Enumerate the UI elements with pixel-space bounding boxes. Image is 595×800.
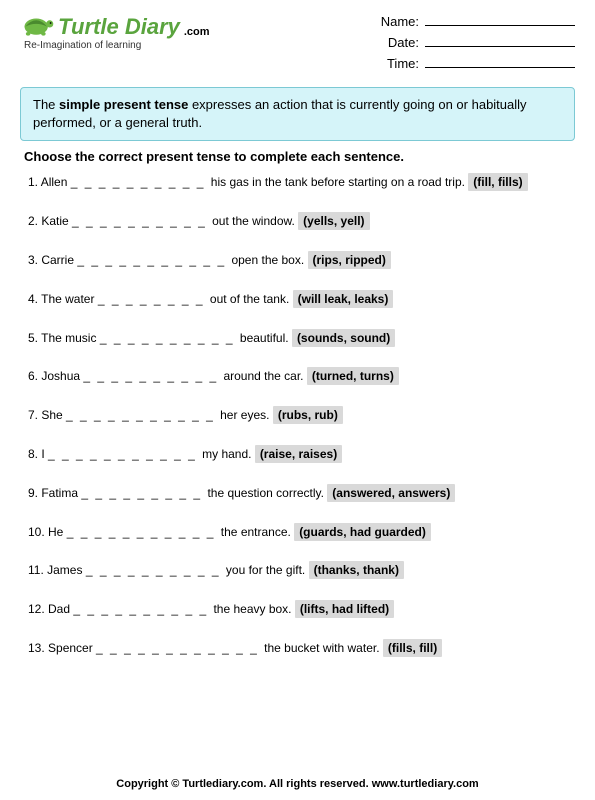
choices: (turned, turns): [307, 367, 399, 385]
question-number: 9.: [28, 486, 41, 500]
question-number: 12.: [28, 602, 48, 616]
header: Turtle Diary .com Re-Imagination of lear…: [0, 0, 595, 75]
logo-dotcom: .com: [184, 26, 210, 38]
footer: Copyright © Turtlediary.com. All rights …: [0, 778, 595, 790]
question-row: 9. Fatima _ _ _ _ _ _ _ _ _ the question…: [28, 485, 573, 502]
time-label: Time:: [387, 56, 419, 71]
definition-box: The simple present tense expresses an ac…: [20, 87, 575, 141]
question-number: 2.: [28, 214, 41, 228]
question-number: 13.: [28, 641, 48, 655]
blank-field[interactable]: _ _ _ _ _ _ _ _ _ _ _: [66, 408, 220, 422]
question-pre: She: [41, 408, 66, 422]
name-field[interactable]: [425, 12, 575, 26]
question-pre: Dad: [48, 602, 73, 616]
blank-field[interactable]: _ _ _ _ _ _ _ _ _ _ _: [67, 525, 221, 539]
choices: (raise, raises): [255, 445, 342, 463]
question-post: you for the gift.: [226, 563, 309, 577]
choices: (fills, fill): [383, 639, 442, 657]
question-pre: Katie: [41, 214, 72, 228]
tagline: Re-Imagination of learning: [24, 40, 210, 51]
blank-field[interactable]: _ _ _ _ _ _ _ _ _ _ _ _: [96, 641, 264, 655]
question-number: 4.: [28, 292, 41, 306]
question-row: 4. The water _ _ _ _ _ _ _ _ out of the …: [28, 291, 573, 308]
question-post: my hand.: [202, 447, 255, 461]
question-number: 10.: [28, 525, 48, 539]
turtle-icon: [20, 8, 56, 38]
choices: (rubs, rub): [273, 406, 343, 424]
choices: (will leak, leaks): [293, 290, 394, 308]
question-row: 13. Spencer _ _ _ _ _ _ _ _ _ _ _ _ the …: [28, 640, 573, 657]
question-number: 6.: [28, 369, 41, 383]
question-post: open the box.: [231, 253, 307, 267]
question-row: 7. She _ _ _ _ _ _ _ _ _ _ _ her eyes. (…: [28, 407, 573, 424]
blank-field[interactable]: _ _ _ _ _ _ _ _ _ _: [71, 175, 211, 189]
definition-pre: The: [33, 97, 59, 112]
question-pre: Fatima: [41, 486, 81, 500]
question-row: 12. Dad _ _ _ _ _ _ _ _ _ _ the heavy bo…: [28, 601, 573, 618]
questions: 1. Allen _ _ _ _ _ _ _ _ _ _ his gas in …: [0, 174, 595, 656]
choices: (fill, fills): [468, 173, 527, 191]
question-pre: I: [41, 447, 48, 461]
name-label: Name:: [381, 14, 419, 29]
instructions: Choose the correct present tense to comp…: [24, 149, 575, 164]
choices: (guards, had guarded): [294, 523, 431, 541]
question-pre: Joshua: [41, 369, 83, 383]
choices: (yells, yell): [298, 212, 369, 230]
blank-field[interactable]: _ _ _ _ _ _ _ _ _ _: [72, 214, 212, 228]
question-post: her eyes.: [220, 408, 273, 422]
question-number: 11.: [28, 563, 47, 577]
blank-field[interactable]: _ _ _ _ _ _ _ _ _ _: [83, 369, 223, 383]
question-post: out of the tank.: [210, 292, 293, 306]
choices: (thanks, thank): [309, 561, 404, 579]
question-pre: Spencer: [48, 641, 96, 655]
question-post: around the car.: [223, 369, 306, 383]
question-post: the question correctly.: [207, 486, 327, 500]
date-field[interactable]: [425, 33, 575, 47]
date-label: Date:: [388, 35, 419, 50]
time-field[interactable]: [425, 54, 575, 68]
question-pre: The music: [41, 331, 100, 345]
question-number: 8.: [28, 447, 41, 461]
question-row: 3. Carrie _ _ _ _ _ _ _ _ _ _ _ open the…: [28, 252, 573, 269]
question-post: beautiful.: [240, 331, 292, 345]
definition-bold: simple present tense: [59, 97, 188, 112]
question-row: 10. He _ _ _ _ _ _ _ _ _ _ _ the entranc…: [28, 524, 573, 541]
choices: (rips, ripped): [308, 251, 391, 269]
blank-field[interactable]: _ _ _ _ _ _ _ _ _ _ _: [48, 447, 202, 461]
blank-field[interactable]: _ _ _ _ _ _ _ _ _ _: [73, 602, 213, 616]
logo: Turtle Diary .com Re-Imagination of lear…: [20, 8, 210, 51]
choices: (lifts, had lifted): [295, 600, 394, 618]
question-post: the entrance.: [221, 525, 294, 539]
blank-field[interactable]: _ _ _ _ _ _ _ _ _ _ _: [77, 253, 231, 267]
meta-fields: Name: Date: Time:: [381, 8, 575, 71]
question-pre: Carrie: [41, 253, 77, 267]
question-post: the bucket with water.: [264, 641, 383, 655]
question-number: 3.: [28, 253, 41, 267]
question-pre: He: [48, 525, 67, 539]
blank-field[interactable]: _ _ _ _ _ _ _ _: [98, 292, 210, 306]
question-row: 1. Allen _ _ _ _ _ _ _ _ _ _ his gas in …: [28, 174, 573, 191]
question-pre: The water: [41, 292, 98, 306]
question-number: 5.: [28, 331, 41, 345]
question-post: out the window.: [212, 214, 298, 228]
blank-field[interactable]: _ _ _ _ _ _ _ _ _ _: [100, 331, 240, 345]
question-row: 6. Joshua _ _ _ _ _ _ _ _ _ _ around the…: [28, 368, 573, 385]
question-pre: Allen: [41, 175, 71, 189]
question-row: 8. I _ _ _ _ _ _ _ _ _ _ _ my hand. (rai…: [28, 446, 573, 463]
question-row: 11. James _ _ _ _ _ _ _ _ _ _ you for th…: [28, 562, 573, 579]
question-post: his gas in the tank before starting on a…: [211, 175, 468, 189]
question-number: 7.: [28, 408, 41, 422]
question-pre: James: [47, 563, 86, 577]
question-number: 1.: [28, 175, 41, 189]
blank-field[interactable]: _ _ _ _ _ _ _ _ _ _: [86, 563, 226, 577]
logo-wordmark: Turtle Diary: [58, 16, 180, 38]
choices: (sounds, sound): [292, 329, 395, 347]
choices: (answered, answers): [327, 484, 455, 502]
question-row: 5. The music _ _ _ _ _ _ _ _ _ _ beautif…: [28, 330, 573, 347]
question-post: the heavy box.: [213, 602, 294, 616]
blank-field[interactable]: _ _ _ _ _ _ _ _ _: [81, 486, 207, 500]
question-row: 2. Katie _ _ _ _ _ _ _ _ _ _ out the win…: [28, 213, 573, 230]
